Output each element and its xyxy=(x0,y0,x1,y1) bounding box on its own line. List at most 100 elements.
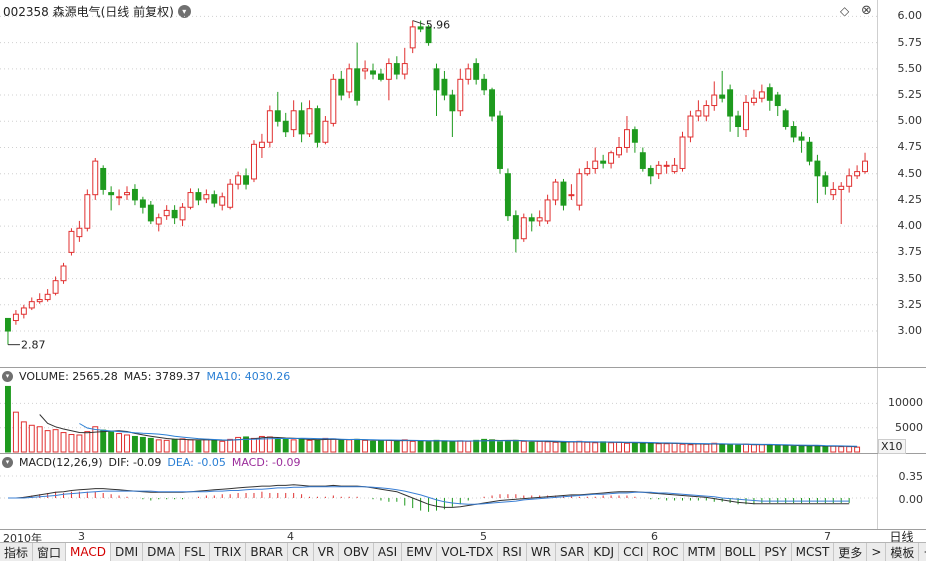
candle-body xyxy=(298,110,305,135)
price-axis-label: 6.00 xyxy=(897,9,923,23)
price-axis-label: 3.25 xyxy=(897,297,923,311)
candle-body xyxy=(370,70,376,75)
volume-bar xyxy=(36,426,43,453)
chevron-down-icon[interactable]: ▾ xyxy=(2,370,13,382)
tab-2[interactable]: MACD xyxy=(66,543,112,561)
candle-body xyxy=(100,167,107,190)
chevron-down-icon[interactable]: ▾ xyxy=(2,456,13,468)
candle-body xyxy=(227,183,234,208)
period-label[interactable]: 日线 xyxy=(889,529,914,544)
volume-bar xyxy=(60,432,67,453)
tab-17[interactable]: KDJ xyxy=(589,543,620,561)
tab-6[interactable]: TRIX xyxy=(210,543,247,561)
tab-19[interactable]: ROC xyxy=(648,543,684,561)
candle-body xyxy=(401,63,408,75)
candle-body xyxy=(377,73,384,80)
candle-body xyxy=(243,175,250,185)
tab-10[interactable]: OBV xyxy=(339,543,374,561)
candle-body xyxy=(854,171,861,177)
candle-body xyxy=(5,317,11,332)
date-axis: 2010年 3 4 5 6 7 xyxy=(0,530,877,545)
volume-bar xyxy=(330,438,337,453)
tab-16[interactable]: SAR xyxy=(556,543,590,561)
volume-bar xyxy=(370,440,376,453)
candle-body xyxy=(512,215,519,240)
tab-12[interactable]: EMV xyxy=(402,543,438,561)
candle-body xyxy=(171,209,178,219)
tab-13[interactable]: VOL-TDX xyxy=(437,543,499,561)
volume-bar xyxy=(552,441,559,453)
tab-7[interactable]: BRAR xyxy=(246,543,289,561)
volume-bar xyxy=(28,424,35,453)
volume-multiplier: X10 xyxy=(878,439,906,454)
macd-axis-label: 0.35 xyxy=(898,470,924,483)
dea-label: DEA: xyxy=(167,455,194,469)
tab-4[interactable]: DMA xyxy=(143,543,180,561)
date-label: 4 xyxy=(287,530,294,543)
volume-bar xyxy=(108,431,115,453)
volume-bar xyxy=(465,440,472,453)
tab-21[interactable]: BOLL xyxy=(721,543,761,561)
tab-15[interactable]: WR xyxy=(527,543,557,561)
volume-bar xyxy=(203,438,210,453)
tab-18[interactable]: CCI xyxy=(619,543,649,561)
volume-bar xyxy=(790,445,797,453)
tab-11[interactable]: ASI xyxy=(374,543,403,561)
volume-bar xyxy=(497,441,503,453)
candle-body xyxy=(179,206,186,221)
tab-20[interactable]: MTM xyxy=(684,543,721,561)
volume-bar xyxy=(544,441,551,453)
tab-25[interactable]: > xyxy=(867,543,887,561)
candle-body xyxy=(258,141,265,148)
candle-body xyxy=(743,101,749,131)
price-axis-label: 4.50 xyxy=(897,166,923,180)
volume-bar xyxy=(84,431,91,453)
candle-body xyxy=(346,68,353,93)
candle-body xyxy=(211,194,218,204)
volume-axis-label: 5000 xyxy=(895,421,923,434)
volume-bar xyxy=(377,440,384,453)
volume-bar xyxy=(735,444,742,453)
volume-bar xyxy=(782,444,789,453)
tab-1[interactable]: 窗口 xyxy=(33,543,67,561)
chart-canvas[interactable]: 5.96 2.87 xyxy=(0,0,877,530)
volume-bar xyxy=(298,438,305,453)
candle-body xyxy=(433,68,440,91)
volume-bar xyxy=(647,442,654,453)
volume-bar xyxy=(20,421,27,453)
candle-body xyxy=(12,313,19,322)
volume-bar xyxy=(711,442,718,453)
tab-24[interactable]: 更多 xyxy=(834,543,868,561)
volume-bar xyxy=(219,440,226,453)
candle-body xyxy=(719,94,726,99)
tab-14[interactable]: RSI xyxy=(498,543,527,561)
close-icon[interactable]: ⊗ xyxy=(861,3,872,18)
candle-body xyxy=(473,63,480,80)
volume-bar xyxy=(703,443,710,453)
candle-body xyxy=(155,217,162,225)
tab-27[interactable]: + xyxy=(919,543,926,561)
candle-body xyxy=(735,115,742,128)
volume-bar xyxy=(425,441,432,453)
candle-body xyxy=(766,87,773,101)
diamond-icon[interactable]: ◇ xyxy=(840,4,850,18)
volume-bar xyxy=(306,439,313,453)
volume-bar xyxy=(473,439,480,453)
candle-body xyxy=(623,129,630,148)
price-axis-label: 4.00 xyxy=(897,219,923,233)
tab-26[interactable]: 模板 xyxy=(886,543,920,561)
high-value-label: 5.96 xyxy=(426,19,451,32)
chevron-down-icon[interactable]: ▾ xyxy=(177,4,191,18)
candle-body xyxy=(20,307,27,315)
candle-body xyxy=(195,192,202,201)
tab-22[interactable]: PSY xyxy=(760,543,792,561)
tab-23[interactable]: MCST xyxy=(792,543,835,561)
tab-9[interactable]: VR xyxy=(314,543,340,561)
tab-0[interactable]: 指标 xyxy=(0,543,34,561)
volume-bar xyxy=(282,438,289,453)
candle-body xyxy=(203,194,210,200)
volume-bar xyxy=(766,444,773,453)
tab-5[interactable]: FSL xyxy=(180,543,210,561)
tab-3[interactable]: DMI xyxy=(111,543,144,561)
tab-8[interactable]: CR xyxy=(288,543,314,561)
